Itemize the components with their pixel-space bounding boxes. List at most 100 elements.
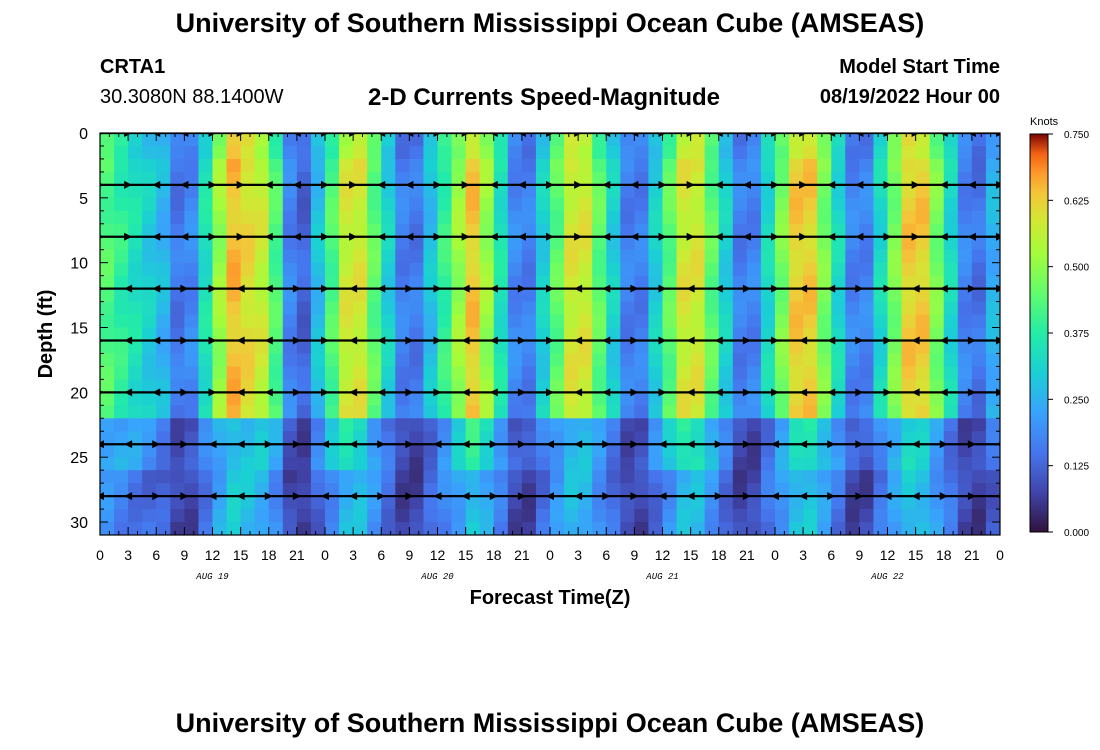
vector-arrowhead (630, 232, 639, 241)
heat-cell (592, 184, 607, 199)
heat-cell (535, 522, 551, 535)
heat-cell (760, 483, 776, 497)
heat-cell (676, 340, 692, 355)
heat-cell (901, 145, 917, 160)
heat-cell (789, 470, 804, 484)
heat-cell (760, 457, 776, 471)
heat-cell (423, 470, 439, 484)
vector-arrowhead (461, 180, 470, 189)
heat-cell (507, 470, 523, 484)
heat-cell (634, 249, 650, 264)
heat-cell (550, 133, 565, 147)
heat-cell (170, 184, 185, 199)
heat-cell (254, 405, 270, 419)
heat-cell (479, 522, 495, 535)
heat-cell (718, 262, 734, 277)
heat-cell (353, 366, 368, 380)
heat-cell (943, 262, 959, 277)
heat-cell (718, 158, 734, 173)
heat-cell (578, 197, 593, 212)
heat-cell (451, 249, 467, 264)
heat-cell (775, 509, 790, 523)
heat-cell (817, 509, 832, 523)
x-tick-label: 0 (321, 547, 329, 563)
heat-cell (423, 366, 439, 380)
vector-arrowhead (771, 284, 779, 293)
heat-cell (971, 275, 987, 290)
heat-cell (296, 275, 312, 290)
heat-cell (789, 509, 804, 523)
heat-cell (240, 210, 256, 225)
heat-cell (915, 133, 931, 147)
heat-cell (915, 522, 931, 535)
heat-cell (156, 366, 171, 380)
heat-cell (887, 340, 903, 355)
heat-cell (310, 457, 326, 471)
heat-cell (268, 210, 284, 225)
heat-cell (325, 158, 340, 173)
heat-cell (901, 366, 917, 380)
heat-cell (339, 379, 354, 393)
heat-cell (451, 145, 467, 160)
heat-cell (901, 405, 917, 419)
heat-cell (493, 262, 509, 277)
heat-cell (282, 418, 298, 432)
heat-cell (226, 444, 242, 458)
heat-cell (310, 431, 326, 445)
heat-cell (915, 158, 931, 173)
heat-cell (128, 171, 143, 186)
heat-cell (606, 496, 621, 510)
heat-cell (212, 457, 228, 471)
heat-cell (957, 457, 973, 471)
heat-cell (170, 210, 185, 225)
heat-cell (212, 470, 228, 484)
heat-cell (873, 457, 889, 471)
heat-cell (465, 262, 481, 277)
heat-cell (718, 249, 734, 264)
heat-cell (479, 171, 495, 186)
heat-cell (381, 314, 396, 329)
heat-cell (887, 509, 903, 523)
heat-cell (887, 457, 903, 471)
heat-cell (128, 418, 143, 432)
heat-cell (676, 470, 692, 484)
heat-cell (268, 418, 284, 432)
heat-cell (395, 210, 410, 225)
heat-cell (226, 210, 242, 225)
heat-cell (606, 418, 621, 432)
heat-cell (170, 171, 185, 186)
heat-cell (114, 340, 129, 355)
vector-arrowhead (152, 388, 161, 397)
heat-cell (859, 262, 875, 277)
heat-cell (240, 522, 256, 535)
heat-cell (550, 184, 565, 199)
heat-cell (634, 262, 650, 277)
heat-cell (873, 431, 889, 445)
model-start-value: 08/19/2022 Hour 00 (819, 86, 1000, 108)
heat-cell (803, 184, 818, 199)
heat-cell (704, 522, 720, 535)
heat-cell (353, 184, 368, 199)
heat-cell (732, 158, 748, 173)
heat-cell (367, 236, 382, 251)
vector-arrowhead (152, 336, 161, 345)
vector-arrowhead (714, 440, 723, 449)
heat-cell (198, 301, 214, 316)
heat-cell (803, 301, 818, 316)
heat-cell (831, 496, 846, 510)
heat-cell (817, 223, 832, 238)
heat-cell (620, 262, 635, 277)
heat-cell (170, 366, 185, 380)
heat-cell (114, 444, 129, 458)
heat-cell (592, 223, 607, 238)
heat-cell (662, 301, 678, 316)
heat-cell (156, 145, 171, 160)
heat-cell (254, 340, 270, 355)
heat-cell (507, 457, 523, 471)
heat-cell (254, 314, 270, 329)
heat-cell (789, 262, 804, 277)
vector-arrowhead (658, 336, 667, 345)
